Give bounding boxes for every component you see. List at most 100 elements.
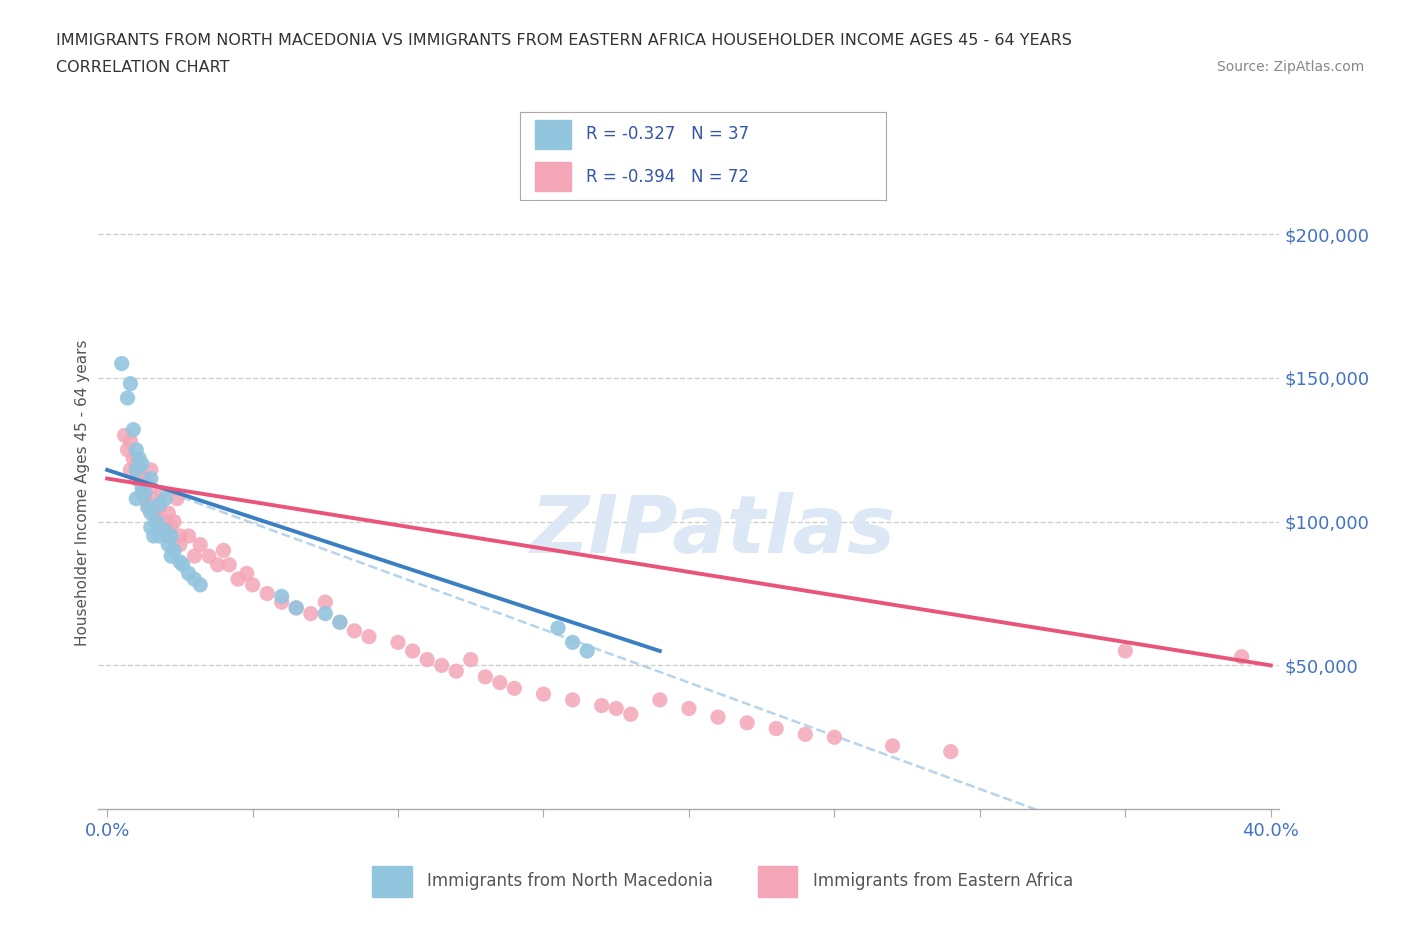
Point: [157, 538, 180, 552]
Point: [160, 520, 183, 535]
Point: [145, 514, 167, 529]
Point: [157, 506, 180, 521]
Point: [678, 701, 700, 716]
Point: [226, 572, 249, 587]
Point: [576, 644, 599, 658]
Point: [474, 670, 496, 684]
Point: [177, 528, 200, 543]
Bar: [758, 866, 797, 897]
Point: [460, 652, 482, 667]
Point: [155, 523, 177, 538]
Point: [163, 514, 186, 529]
Point: [329, 615, 352, 630]
Point: [242, 578, 264, 592]
Point: [198, 549, 221, 564]
Point: [148, 528, 170, 543]
Point: [343, 623, 366, 638]
Point: [139, 472, 162, 486]
Text: CORRELATION CHART: CORRELATION CHART: [56, 60, 229, 75]
Point: [387, 635, 409, 650]
Bar: [534, 120, 571, 149]
Point: [125, 472, 148, 486]
Text: R = -0.394   N = 72: R = -0.394 N = 72: [586, 167, 749, 186]
Point: [207, 557, 229, 572]
Point: [270, 594, 292, 609]
Point: [357, 630, 380, 644]
Point: [120, 377, 142, 392]
Point: [794, 727, 817, 742]
Point: [177, 566, 200, 581]
Bar: [534, 162, 571, 192]
Point: [142, 528, 165, 543]
Y-axis label: Householder Income Ages 45 - 64 years: Householder Income Ages 45 - 64 years: [75, 339, 90, 646]
Point: [648, 693, 671, 708]
Point: [155, 528, 177, 543]
Point: [605, 701, 627, 716]
Point: [503, 681, 526, 696]
Text: Source: ZipAtlas.com: Source: ZipAtlas.com: [1216, 60, 1364, 74]
Point: [707, 710, 730, 724]
Point: [139, 520, 162, 535]
Point: [823, 730, 845, 745]
Point: [131, 457, 153, 472]
Point: [547, 620, 569, 635]
Point: [188, 538, 211, 552]
Point: [134, 472, 156, 486]
Point: [120, 462, 142, 477]
Point: [145, 514, 167, 529]
Point: [136, 499, 159, 514]
Point: [139, 491, 162, 506]
Point: [416, 652, 439, 667]
Point: [166, 491, 188, 506]
Point: [172, 557, 194, 572]
Point: [270, 589, 292, 604]
Point: [152, 485, 174, 500]
Point: [1230, 649, 1253, 664]
Text: Immigrants from Eastern Africa: Immigrants from Eastern Africa: [813, 872, 1073, 890]
Point: [169, 528, 191, 543]
Text: IMMIGRANTS FROM NORTH MACEDONIA VS IMMIGRANTS FROM EASTERN AFRICA HOUSEHOLDER IN: IMMIGRANTS FROM NORTH MACEDONIA VS IMMIG…: [56, 33, 1073, 47]
Text: ZIPatlas: ZIPatlas: [530, 492, 896, 570]
Point: [620, 707, 643, 722]
Text: Immigrants from North Macedonia: Immigrants from North Macedonia: [427, 872, 713, 890]
Point: [134, 491, 156, 506]
Point: [329, 615, 352, 630]
Point: [236, 566, 259, 581]
Point: [131, 472, 153, 486]
Point: [735, 715, 758, 730]
Point: [285, 601, 308, 616]
Point: [120, 433, 142, 448]
Point: [114, 428, 136, 443]
Point: [160, 549, 183, 564]
Point: [163, 543, 186, 558]
Point: [139, 462, 162, 477]
Point: [169, 554, 191, 569]
Bar: [373, 866, 412, 897]
Point: [148, 497, 170, 512]
Point: [1114, 644, 1136, 658]
Point: [125, 491, 148, 506]
Point: [561, 635, 583, 650]
Point: [122, 451, 145, 466]
Point: [444, 664, 467, 679]
Point: [939, 744, 962, 759]
Point: [160, 528, 183, 543]
Point: [256, 586, 278, 601]
Point: [489, 675, 512, 690]
Point: [111, 356, 134, 371]
Point: [139, 506, 162, 521]
Point: [401, 644, 423, 658]
Point: [299, 606, 322, 621]
Point: [212, 543, 235, 558]
Point: [131, 480, 153, 495]
Point: [117, 443, 139, 458]
Point: [148, 499, 170, 514]
Point: [125, 443, 148, 458]
Point: [183, 549, 205, 564]
Point: [142, 506, 165, 521]
Point: [136, 499, 159, 514]
Point: [134, 485, 156, 500]
Point: [314, 594, 336, 609]
Text: R = -0.327   N = 37: R = -0.327 N = 37: [586, 126, 749, 143]
Point: [125, 457, 148, 472]
